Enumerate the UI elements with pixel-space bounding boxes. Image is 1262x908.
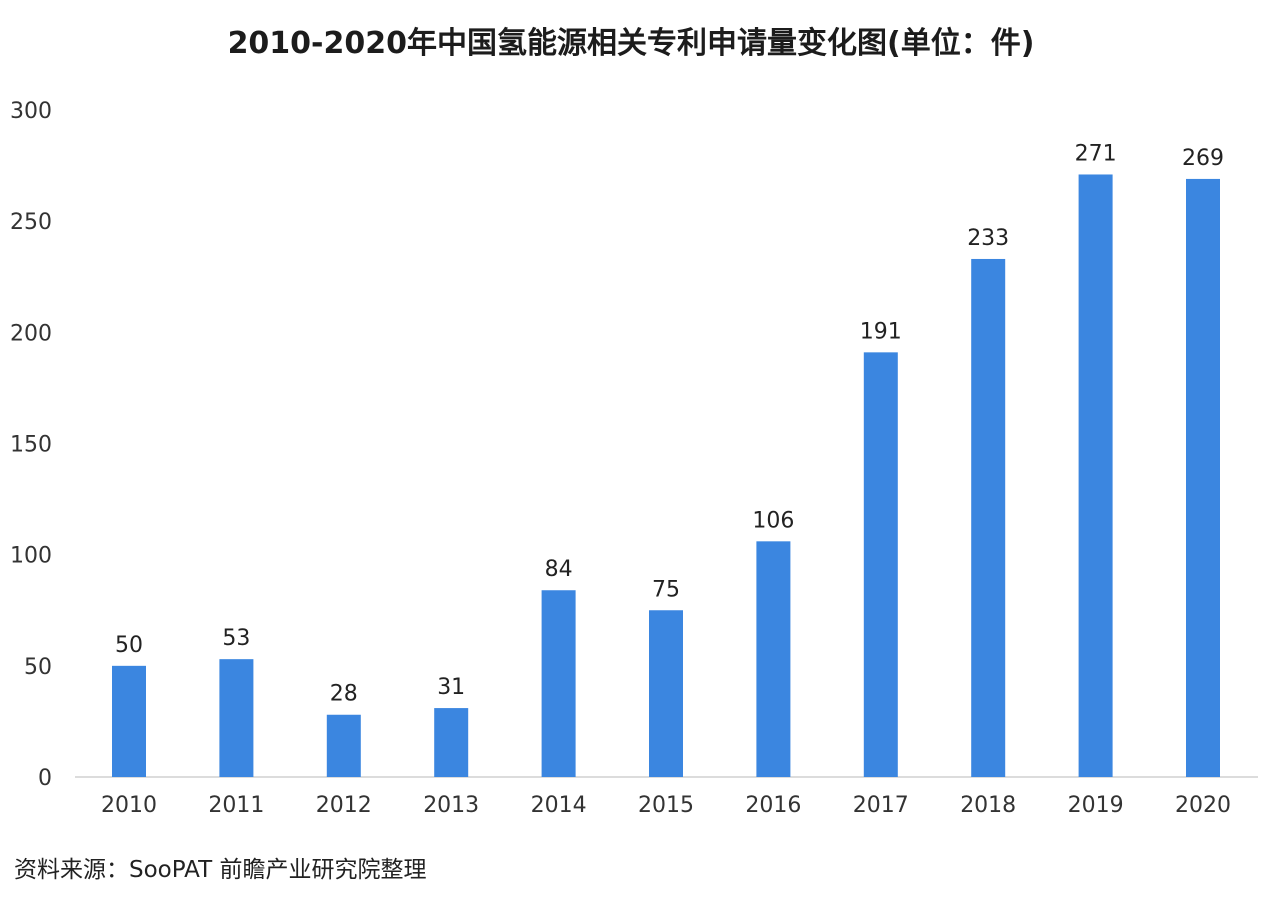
chart-title: 2010-2020年中国氢能源相关专利申请量变化图(单位：件) <box>227 26 1035 61</box>
x-tick-label-2017: 2017 <box>853 793 909 818</box>
y-tick-label: 250 <box>10 210 52 235</box>
x-tick-label-2020: 2020 <box>1175 793 1231 818</box>
x-tick-label-2018: 2018 <box>960 793 1016 818</box>
data-label-2019: 271 <box>1075 141 1117 166</box>
data-label-2011: 53 <box>222 626 250 651</box>
source-note: 资料来源：SooPAT 前瞻产业研究院整理 <box>14 857 427 883</box>
y-tick-label: 200 <box>10 321 52 346</box>
x-axis: 2010 2011 2012 2013 2014 2015 2016 2017 2018 2019… <box>101 793 1231 818</box>
x-tick-label-2015: 2015 <box>638 793 694 818</box>
data-label-2013: 31 <box>437 675 465 700</box>
y-tick-label: 0 <box>38 766 52 791</box>
bar-2020 <box>1186 178 1220 777</box>
y-tick-label: 300 <box>10 99 52 124</box>
y-tick-label: 100 <box>10 544 52 569</box>
y-tick-label: 150 <box>10 433 52 458</box>
data-label-2014: 84 <box>545 557 573 582</box>
x-tick-label-2019: 2019 <box>1068 793 1124 818</box>
x-tick-label-2011: 2011 <box>208 793 264 818</box>
x-tick-label-2013: 2013 <box>423 793 479 818</box>
y-axis: 0 50 100 150 200 250 300 <box>10 99 52 791</box>
x-tick-label-2012: 2012 <box>316 793 372 818</box>
data-label-2016: 106 <box>752 508 794 533</box>
bar-2018 <box>971 258 1006 777</box>
bar-2011 <box>219 659 254 777</box>
x-tick-label-2016: 2016 <box>745 793 801 818</box>
bar-2019 <box>1078 174 1113 777</box>
data-label-2015: 75 <box>652 577 680 602</box>
data-label-2018: 233 <box>967 226 1009 251</box>
y-tick-label: 50 <box>24 655 52 680</box>
bars-group: 50 53 28 31 84 75 106 191 233 271 269 <box>112 141 1224 777</box>
bar-2012 <box>326 714 361 777</box>
data-label-2017: 191 <box>860 319 902 344</box>
bar-2013 <box>434 708 469 777</box>
data-label-2010: 50 <box>115 633 143 658</box>
bar-2015 <box>649 610 683 777</box>
data-label-2012: 28 <box>330 682 358 707</box>
bar-2017 <box>863 352 898 777</box>
bar-2016 <box>756 541 791 777</box>
bar-2014 <box>541 590 576 777</box>
x-tick-label-2010: 2010 <box>101 793 157 818</box>
x-tick-label-2014: 2014 <box>531 793 587 818</box>
data-label-2020: 269 <box>1182 146 1224 171</box>
bar-2010 <box>112 665 146 777</box>
